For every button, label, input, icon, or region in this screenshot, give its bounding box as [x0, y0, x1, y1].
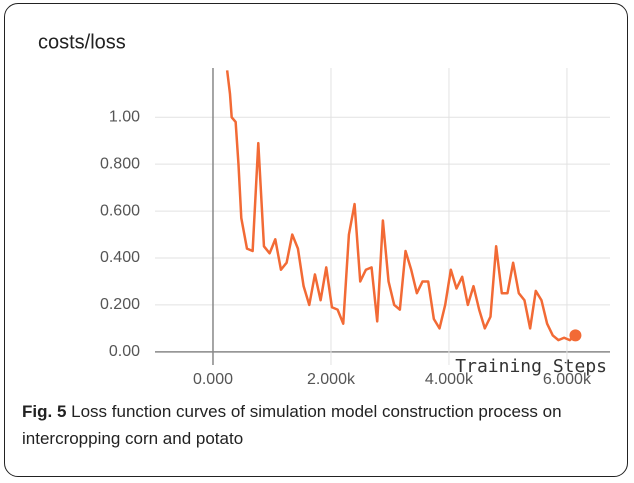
frame [4, 3, 628, 477]
caption-text: Loss function curves of simulation model… [22, 402, 562, 448]
caption: Fig. 5 Loss function curves of simulatio… [22, 398, 597, 452]
chart: costs/loss Training Steps 0.00 0.200 0.400… [38, 31, 610, 388]
x-axis-label: Training Steps [455, 356, 607, 377]
y-tick-label: 0.00 [109, 343, 140, 360]
caption-label: Fig. 5 [22, 402, 67, 421]
y-tick-label: 0.200 [100, 296, 140, 313]
x-tick-label: 4.000k [425, 371, 474, 388]
y-tick-label: 0.800 [100, 155, 140, 172]
y-tick-label: 0.600 [100, 202, 140, 219]
y-tick-label: 1.00 [109, 108, 140, 125]
y-tick-label: 0.400 [100, 249, 140, 266]
chart-title: costs/loss [38, 31, 126, 53]
data-line [225, 70, 577, 342]
end-point [569, 329, 582, 342]
x-tick-label: 6.000k [543, 371, 592, 388]
x-tick-label: 2.000k [307, 371, 356, 388]
x-tick-label: 0.000 [193, 371, 233, 388]
